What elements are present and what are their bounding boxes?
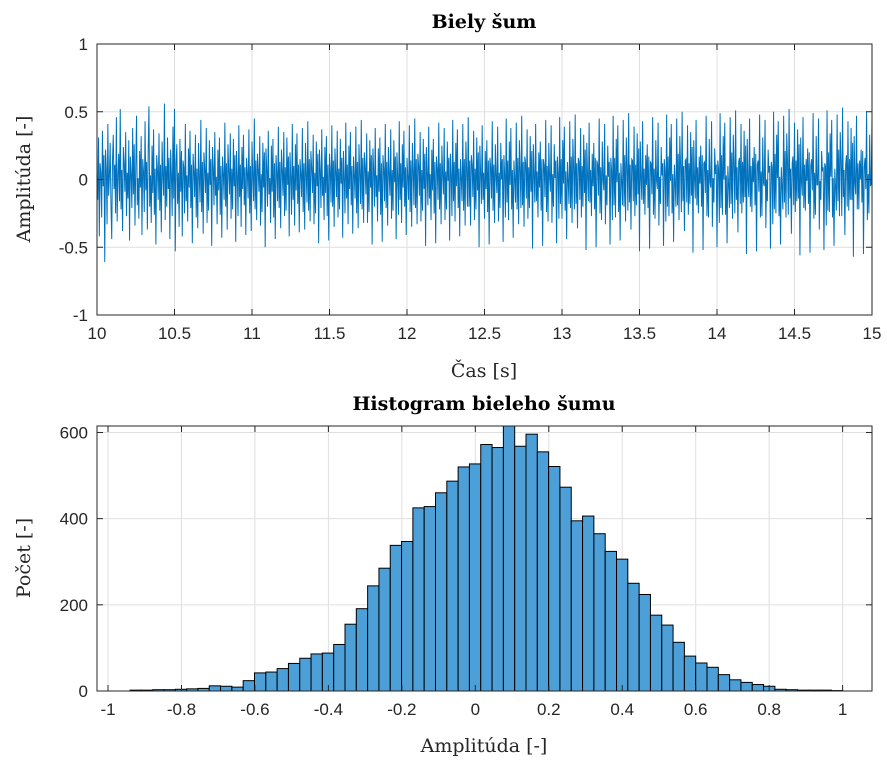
y-axis-label: Amplitúda [-] <box>13 116 35 244</box>
y-tick-label: 1 <box>79 35 88 54</box>
x-tick-label: 0 <box>471 700 480 719</box>
histogram-bar <box>367 585 380 692</box>
x-tick-label: 10 <box>88 324 107 343</box>
histogram-bar <box>457 466 470 692</box>
histogram-bar <box>570 520 584 692</box>
noise-series <box>96 103 873 263</box>
histogram-bar <box>333 643 346 692</box>
histogram-bar <box>446 480 459 692</box>
histogram-bar <box>344 623 357 692</box>
x-tick-label: 0.6 <box>684 700 708 719</box>
chart-title: Biely šum <box>432 11 537 33</box>
histogram-bar <box>389 544 403 692</box>
histogram-bar <box>231 686 244 692</box>
histogram-bar <box>638 593 651 692</box>
x-tick-label: 12 <box>398 324 417 343</box>
noise-line <box>96 103 873 263</box>
y-tick-label: 400 <box>60 510 88 529</box>
x-tick-label: 1 <box>838 700 847 719</box>
y-tick-label: -1 <box>73 306 88 325</box>
histogram-bar <box>287 662 301 692</box>
histogram-bar <box>593 533 606 692</box>
histogram-bar <box>242 680 255 692</box>
histogram-bar <box>740 681 753 692</box>
histogram-bar <box>254 672 267 692</box>
histogram-bar <box>559 486 572 692</box>
x-tick-label: 11.5 <box>314 324 346 343</box>
histogram-bar <box>729 679 742 692</box>
histogram-bar <box>706 666 719 692</box>
histogram-bar <box>672 641 685 692</box>
y-tick-label: 0 <box>79 171 88 190</box>
histogram-bar <box>616 558 629 692</box>
axes-frame <box>96 425 873 692</box>
histogram-bar <box>480 444 493 692</box>
histogram-bar <box>582 515 595 692</box>
y-tick-label: 200 <box>60 596 88 615</box>
histogram-bar <box>536 451 550 692</box>
x-axis-label: Čas [s] <box>451 359 517 382</box>
histogram-bar <box>423 506 437 692</box>
histogram-bar <box>468 463 482 692</box>
x-tick-label: 13 <box>553 324 572 343</box>
axis-ticks: 10 10.5 11 11.5 12 12.5 13 13.5 14 14.5 15 -1 -0.5 0 0… <box>59 35 882 343</box>
histogram-bar <box>683 655 697 692</box>
histogram-bar <box>435 492 448 692</box>
histogram-bar <box>627 582 640 692</box>
histogram-bar <box>751 684 765 692</box>
x-tick-label: 15 <box>863 324 882 343</box>
y-tick-label: -0.5 <box>59 238 88 257</box>
x-tick-label: -1 <box>100 700 115 719</box>
x-tick-label: 10.5 <box>158 324 191 343</box>
histogram-bar <box>717 674 731 692</box>
histogram-plot: -1 -0.8 -0.6 -0.4 -0.2 0 0.2 0.4 0.6 0.8 1 0 200 400 6… <box>13 393 873 757</box>
histogram-bar <box>401 540 414 692</box>
chart-title: Histogram bieleho šumu <box>352 393 615 415</box>
histogram-bar <box>220 685 233 692</box>
histogram-bar <box>491 447 504 692</box>
x-tick-label: 0.8 <box>757 700 781 719</box>
histogram-bar <box>514 445 527 692</box>
x-axis-label: Amplitúda [-] <box>420 735 548 757</box>
histogram-bar <box>265 671 278 692</box>
axes-frame <box>96 43 873 316</box>
x-tick-label: 12.5 <box>468 324 501 343</box>
x-tick-label: 0.4 <box>610 700 634 719</box>
histogram-bar <box>649 614 663 692</box>
x-tick-label: 14.5 <box>778 324 811 343</box>
x-tick-label: 13.5 <box>623 324 656 343</box>
histogram-bar <box>378 567 391 692</box>
y-tick-label: 0.5 <box>64 103 88 122</box>
x-tick-label: -0.6 <box>240 700 269 719</box>
histogram-bar <box>310 653 323 692</box>
y-tick-label: 0 <box>79 682 88 701</box>
histogram-bar <box>525 433 538 692</box>
histogram-bar <box>276 668 289 692</box>
x-tick-label: 14 <box>708 324 727 343</box>
histogram-bar <box>695 662 708 692</box>
histogram-bar <box>604 550 618 692</box>
histogram-bar <box>299 657 312 692</box>
histogram-bar <box>355 608 369 692</box>
histogram-bar <box>208 685 222 692</box>
x-tick-label: -0.8 <box>167 700 196 719</box>
x-tick-label: -0.4 <box>314 700 343 719</box>
histogram-bar <box>412 507 425 692</box>
y-axis-label: Počet [-] <box>13 518 35 598</box>
histogram-bar <box>502 425 516 692</box>
axis-ticks: -1 -0.8 -0.6 -0.4 -0.2 0 0.2 0.4 0.6 0.8 1 0 200 400 6… <box>60 423 872 719</box>
x-tick-label: 11 <box>243 324 261 343</box>
histogram-bar <box>548 466 561 692</box>
time-series-plot: 10 10.5 11 11.5 12 12.5 13 13.5 14 14.5 15 -1 -0.5 0 0… <box>13 11 881 382</box>
histogram-bar <box>661 624 674 692</box>
x-tick-label: 0.2 <box>537 700 561 719</box>
x-tick-label: -0.2 <box>387 700 416 719</box>
y-tick-label: 600 <box>60 423 88 442</box>
